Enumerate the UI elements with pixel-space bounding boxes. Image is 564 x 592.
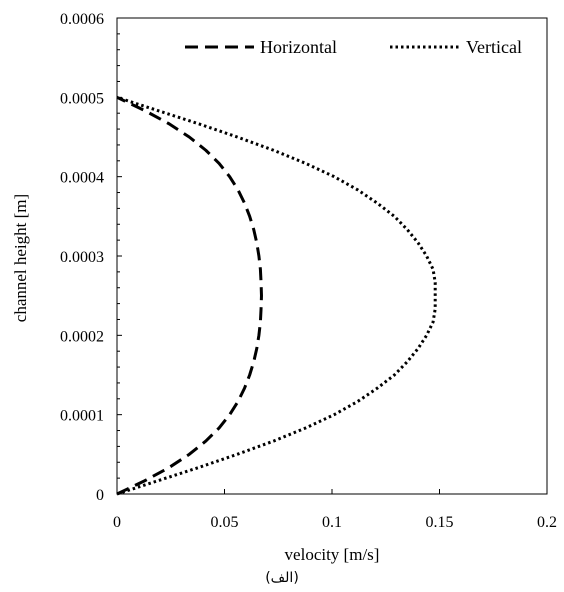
y-tick-label: 0 — [96, 487, 104, 504]
x-tick-label: 0.1 — [322, 514, 342, 531]
x-axis-ticks: 0 0.05 0.1 0.15 0.2 — [113, 489, 557, 531]
series-line-horizontal — [116, 95, 263, 496]
y-tick-label: 0.0002 — [60, 328, 104, 345]
y-axis-ticks: 0 0.0001 0.0002 0.0003 0.0004 0.0005 0.0006 — [60, 11, 122, 504]
legend-label-horizontal: Horizontal — [260, 37, 337, 57]
velocity-profile-chart: 0 0.05 0.1 0.15 0.2 0 0.0001 0.0002 0.0003 0.000… — [11, 11, 557, 564]
y-axis-title: channel height [m] — [11, 194, 30, 322]
legend-label-vertical: Vertical — [466, 37, 522, 57]
y-minor-ticks — [117, 33, 120, 479]
y-tick-label: 0.0006 — [60, 11, 104, 28]
y-tick-label: 0.0001 — [60, 408, 104, 425]
figure-caption: (الف) — [265, 570, 299, 586]
x-axis-title: velocity [m/s] — [285, 545, 380, 564]
y-tick-label: 0.0005 — [60, 90, 104, 107]
series-layer — [116, 95, 437, 496]
x-tick-label: 0.2 — [537, 514, 557, 531]
y-tick-label: 0.0004 — [60, 170, 104, 187]
series-line-vertical — [116, 95, 437, 496]
plot-area — [116, 17, 548, 495]
x-tick-label: 0.15 — [426, 514, 454, 531]
x-tick-label: 0 — [113, 514, 121, 531]
x-tick-label: 0.05 — [211, 514, 239, 531]
legend: Horizontal Vertical — [185, 37, 522, 57]
y-tick-label: 0.0003 — [60, 249, 104, 266]
